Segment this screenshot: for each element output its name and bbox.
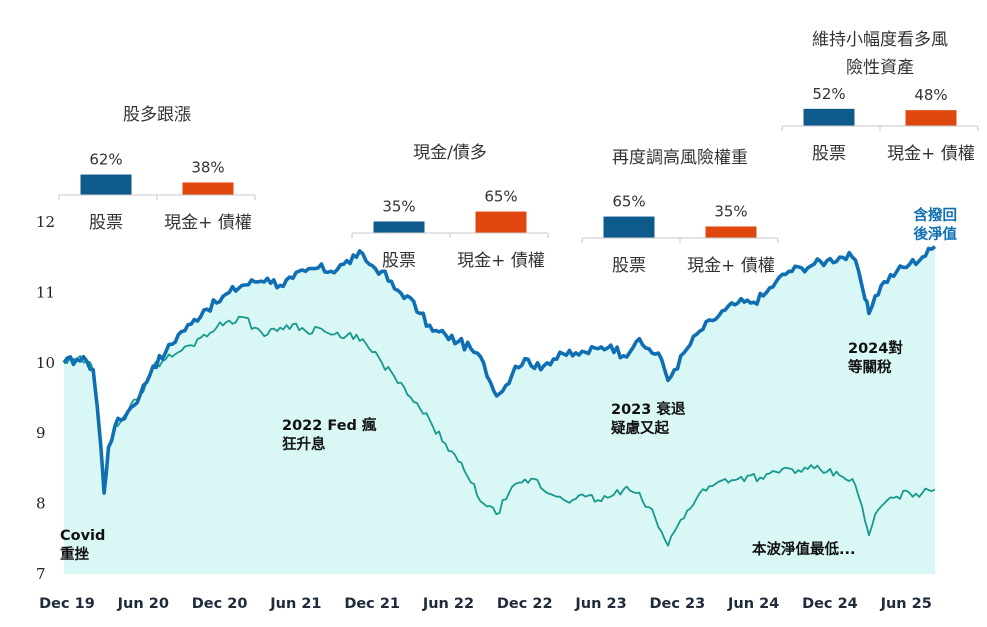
nav-series-label-line: 含撥回 xyxy=(914,206,958,224)
stock-allocation-label: 52% xyxy=(812,85,845,103)
y-tick-label: 11 xyxy=(36,283,55,301)
series-lines-layer xyxy=(62,245,937,547)
stock-allocation-label: 35% xyxy=(382,197,415,215)
covid-annotation-line: Covid xyxy=(60,528,105,544)
allocation-panel-title: 再度調高風險權重 xyxy=(612,148,748,168)
stock-allocation-bar xyxy=(803,108,855,126)
allocation-panel: 再度調高風險權重 65% 35% 股票 現金+ 債權 xyxy=(581,148,779,276)
y-tick-label: 12 xyxy=(36,213,55,231)
x-tick-label: Jun 21 xyxy=(269,596,321,612)
y-tick-label: 8 xyxy=(36,495,46,513)
recession-annotation-line: 2023 衰退 xyxy=(611,400,686,418)
x-tick-label: Jun 23 xyxy=(574,596,626,612)
cash-bond-category-label: 現金+ 債權 xyxy=(887,144,975,164)
allocation-panel-title: 維持小幅度看多風 xyxy=(812,30,948,50)
nav-area-fill xyxy=(64,246,935,574)
x-tick-label: Jun 25 xyxy=(880,596,932,612)
stock-category-label: 股票 xyxy=(382,251,416,271)
x-tick-label: Dec 20 xyxy=(192,596,248,612)
recession-annotation-line: 疑慮又起 xyxy=(611,419,669,437)
low-nav-series-line xyxy=(63,315,936,547)
covid-annotation-line: 重挫 xyxy=(60,545,89,563)
fed-annotation-line: 狂升息 xyxy=(282,435,326,453)
nav-series-label-line: 後淨值 xyxy=(914,225,958,243)
tariff-annotation-line: 等關稅 xyxy=(848,358,892,376)
cash-bond-category-label: 現金+ 債權 xyxy=(687,256,775,276)
x-tick-label: Dec 24 xyxy=(802,596,858,612)
stock-allocation-label: 62% xyxy=(89,151,122,169)
cash-bond-category-label: 現金+ 債權 xyxy=(164,213,252,233)
stock-allocation-bar xyxy=(80,174,132,195)
x-tick-label: Jun 24 xyxy=(727,596,779,612)
allocation-panel-title: 險性資產 xyxy=(846,58,914,78)
stock-category-label: 股票 xyxy=(612,256,646,276)
cash-bond-allocation-bar xyxy=(182,182,234,195)
nav-series-line xyxy=(62,245,937,495)
stock-category-label: 股票 xyxy=(812,144,846,164)
x-tick-label: Dec 21 xyxy=(344,596,400,612)
cash-bond-allocation-bar xyxy=(475,211,527,233)
fed-annotation-line: 2022 Fed 瘋 xyxy=(282,416,377,434)
y-tick-label: 9 xyxy=(36,424,46,442)
stock-allocation-label: 65% xyxy=(612,193,645,211)
x-tick-label: Dec 23 xyxy=(649,596,705,612)
y-tick-label: 10 xyxy=(36,354,55,372)
cash-bond-allocation-label: 48% xyxy=(914,86,947,104)
stock-allocation-bar xyxy=(603,216,655,238)
x-tick-label: Dec 19 xyxy=(39,596,95,612)
x-tick-label: Jun 20 xyxy=(117,596,169,612)
y-tick-label: 7 xyxy=(36,565,46,583)
cash-bond-category-label: 現金+ 債權 xyxy=(457,251,545,271)
x-tick-label: Jun 22 xyxy=(422,596,474,612)
cash-bond-allocation-bar xyxy=(905,110,957,126)
cash-bond-allocation-bar xyxy=(705,226,757,238)
stock-category-label: 股票 xyxy=(89,213,123,233)
cash-bond-allocation-label: 35% xyxy=(714,202,747,220)
allocation-panel-title: 股多跟漲 xyxy=(123,105,191,125)
allocation-panel: 股多跟漲 62% 38% 股票 現金+ 債權 xyxy=(58,105,256,233)
lowest-nav-annotation-line: 本波淨值最低... xyxy=(752,540,856,558)
allocation-panel: 現金/債多 35% 65% 股票 現金+ 債權 xyxy=(351,143,549,271)
area-fill-layer xyxy=(64,246,935,574)
tariff-annotation-line: 2024對 xyxy=(848,339,903,357)
stock-allocation-bar xyxy=(373,221,425,233)
cash-bond-allocation-label: 38% xyxy=(191,158,224,176)
allocation-panel-title: 現金/債多 xyxy=(413,143,487,163)
x-tick-label: Dec 22 xyxy=(497,596,553,612)
cash-bond-allocation-label: 65% xyxy=(484,188,517,206)
axes-layer: 7 8 9 10 11 12 Dec 19 Jun 20 Dec 20 Jun 21 Dec 21 J… xyxy=(36,213,932,612)
